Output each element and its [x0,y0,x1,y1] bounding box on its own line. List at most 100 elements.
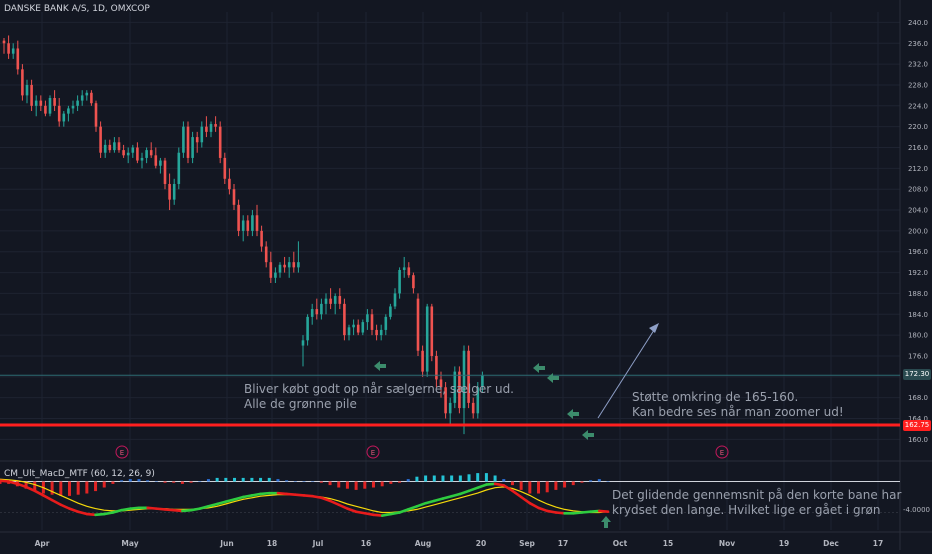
candle-body [453,371,457,403]
macd-histogram-bar [267,477,271,482]
candle-body [292,262,296,268]
macd-histogram-bar [337,481,341,488]
macd-annotation-line2: krydset den lange. Hvilket lige er gået … [612,503,881,517]
macd-histogram-bar [94,481,98,492]
macd-histogram-bar [597,479,601,482]
candle-body [476,387,480,414]
macd-fast-line-segment [155,507,167,511]
macd-fast-line-segment [485,482,497,486]
candle-body [375,329,378,336]
macd-fast-line-segment [372,513,384,517]
candle-body [21,69,24,96]
candle-body [448,402,452,414]
price-tick-label: 236.0 [908,40,928,48]
price-tick-label: 164.0 [908,415,928,423]
macd-histogram-bar [163,481,167,483]
candle-body [122,150,125,156]
macd-axis-label: -4.0000 [902,506,930,514]
macd-fast-line-segment [511,489,523,499]
macd-histogram-bar [319,481,323,483]
macd-fast-line-segment [163,508,176,512]
macd-fast-line-segment [519,495,532,505]
macd-fast-line-segment [528,501,540,510]
macd-histogram-bar [554,481,558,490]
macd-fast-line-segment [207,502,219,508]
price-tick-label: 228.0 [908,81,928,89]
candle-body [384,316,388,330]
macd-fast-line-segment [111,508,123,514]
price-tick-label: 204.0 [908,207,928,215]
price-tick-label: 208.0 [908,186,928,194]
macd-histogram-bar [424,475,428,482]
time-tick-label: 17 [873,539,883,548]
macd-histogram-bar [0,481,2,484]
macd-histogram-bar [276,479,280,482]
time-axis[interactable]: Apr May Jun 18 Jul 16 Aug 20 Sep 17 Oct 15 Nov 19 Dec 1… [35,539,884,548]
earnings-marker-label: E [720,449,724,457]
symbol-title[interactable]: DANSKE BANK A/S, 1D, OMXCOP [4,4,150,14]
earnings-marker-label: E [371,449,375,457]
macd-histogram-bar [371,481,375,488]
time-tick-label: 20 [476,539,486,548]
macd-annotation[interactable]: Det glidende gennemsnit på den korte ban… [612,488,901,518]
time-tick-label: Aug [415,539,432,548]
candle-body [310,309,314,317]
candle-body [154,155,158,166]
macd-fast-line-segment [68,507,80,514]
price-tick-label: 240.0 [908,19,928,27]
macd-fast-line-segment [432,497,445,503]
price-tick-label: 212.0 [908,165,928,173]
support-price-tag: 162.75 [903,420,931,431]
candle-body [297,262,300,268]
macd-histogram-bar [580,481,584,483]
macd-histogram-bar [328,481,332,486]
macd-histogram-bar [33,481,37,492]
right-annotation[interactable]: Støtte omkring de 165-160. Kan bedre ses… [632,390,844,420]
macd-histogram-bar [606,481,610,482]
left-arrow-icon [567,409,579,419]
macd-histogram-bar [398,481,402,483]
left-arrow-icon [374,361,386,371]
macd-fast-line-segment [0,479,10,483]
candle-body [209,124,213,132]
left-annotation-line2: Alle de grønne pile [244,397,357,411]
candle-body [471,402,475,414]
macd-fast-line-segment [459,489,471,496]
candle-body [481,375,484,388]
candle-body [398,269,401,294]
macd-fast-line-segment [59,503,71,510]
macd-histogram-bar [441,475,445,482]
candle-body [71,105,75,109]
candle-body [205,126,208,132]
price-axis[interactable]: 160.0164.0168.0172.0176.0180.0184.0188.0… [908,19,928,444]
candle-body [421,350,424,372]
macd-fast-line-segment [181,508,193,513]
macd-fast-line-segment [545,509,558,514]
macd-histogram-bar [59,481,63,496]
macd-fast-line-segment [276,491,288,496]
macd-histogram-bar [198,481,202,482]
macd-fast-line-segment [441,494,453,500]
price-tick-label: 216.0 [908,144,928,152]
candle-body [168,183,171,200]
candle-body [223,157,227,179]
candle-body [214,124,217,127]
macd-fast-line-segment [76,510,89,516]
price-tick-label: 200.0 [908,227,928,235]
macd-histogram-bar [467,474,471,482]
macd-fast-line-segment [42,494,54,502]
current-price-tag: 172.30 [903,369,931,380]
indicator-title[interactable]: CM_Ult_MacD_MTF (60, 12, 26, 9) [4,469,155,479]
macd-histogram-bar [484,473,488,482]
candle-body [269,262,273,278]
macd-fast-line-segment [571,511,584,515]
macd-histogram-bar [537,481,541,494]
left-annotation[interactable]: Bliver købt godt op når sælgerne, sælger… [244,382,514,412]
macd-fast-line-segment [120,507,132,512]
macd-histogram-bar [172,481,176,483]
time-tick-label: Oct [613,539,628,548]
price-tick-label: 196.0 [908,248,928,256]
